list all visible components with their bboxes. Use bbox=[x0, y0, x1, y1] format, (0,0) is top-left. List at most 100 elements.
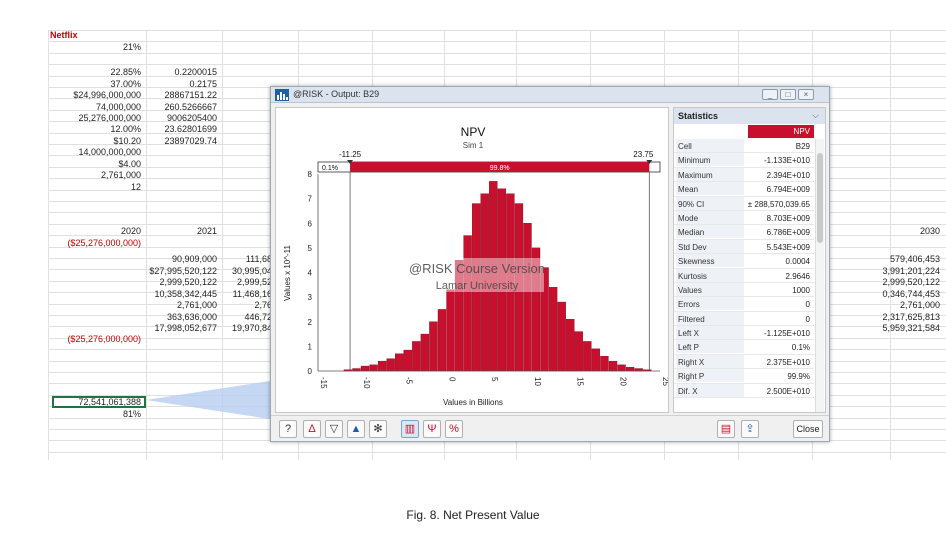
title-bar[interactable]: @RISK - Output: B29 _ □ × bbox=[271, 87, 829, 103]
cell-b[interactable]: 90,909,000 bbox=[171, 254, 217, 264]
help-icon[interactable]: ? bbox=[279, 420, 297, 438]
cell-c[interactable]: 19,970,84 bbox=[231, 323, 272, 333]
cell-year[interactable]: 2030 bbox=[919, 226, 940, 236]
probability-cell[interactable]: 81% bbox=[122, 409, 141, 419]
cell-last[interactable]: 579,406,453 bbox=[889, 254, 940, 264]
cell-last[interactable]: 3,991,201,224 bbox=[882, 266, 940, 276]
histogram-bar bbox=[566, 319, 575, 372]
netflix-label: Netflix bbox=[50, 30, 78, 40]
window-close-button[interactable]: × bbox=[798, 89, 814, 100]
histogram-bar bbox=[600, 356, 609, 372]
cell-a[interactable]: $24,996,000,000 bbox=[73, 90, 141, 100]
marker-left-label: -11.25 bbox=[339, 150, 362, 159]
cell-b[interactable]: 0.2200015 bbox=[174, 67, 217, 77]
cell-a[interactable]: 14,000,000,000 bbox=[78, 147, 141, 157]
report-icon[interactable]: ▤ bbox=[717, 420, 735, 438]
stats-scrollbar[interactable] bbox=[815, 139, 824, 412]
export-icon[interactable]: ⇪ bbox=[741, 420, 759, 438]
cell-c[interactable]: 2,76 bbox=[254, 300, 272, 310]
histogram-bar bbox=[608, 360, 618, 372]
cell-year[interactable]: 2020 bbox=[120, 226, 141, 236]
cell-b[interactable]: 0.2175 bbox=[189, 79, 217, 89]
histogram-icon[interactable]: ▥ bbox=[401, 420, 419, 438]
stats-value: 2.500E+010 bbox=[766, 386, 810, 396]
cell-c[interactable]: 446,72 bbox=[244, 312, 272, 322]
y-tick-label: 8 bbox=[308, 170, 313, 179]
cell-b[interactable]: 260.5266667 bbox=[164, 102, 217, 112]
histogram-bar bbox=[583, 341, 592, 372]
cell-b[interactable]: $27,995,520,122 bbox=[149, 266, 217, 276]
cell-b[interactable]: 2,761,000 bbox=[176, 300, 217, 310]
cell-a[interactable]: 74,000,000 bbox=[95, 102, 141, 112]
stats-label: Left X bbox=[676, 326, 744, 340]
stats-value: 99.9% bbox=[787, 372, 810, 382]
statistics-header[interactable]: Statistics ⌵ bbox=[674, 108, 825, 124]
cell-b[interactable]: 28867151.22 bbox=[164, 90, 217, 100]
stats-label: Cell bbox=[676, 139, 744, 152]
distribution-icon[interactable]: Δ bbox=[303, 420, 321, 438]
cell-b[interactable]: 9006205400 bbox=[166, 113, 217, 123]
cell-last[interactable]: 5,959,321,584 bbox=[882, 323, 940, 333]
cell-a[interactable]: 22.85% bbox=[110, 67, 141, 77]
cell-last[interactable]: 2,317,625,813 bbox=[882, 312, 940, 322]
cell-a[interactable]: 12 bbox=[130, 182, 141, 192]
x-tick-label: -10 bbox=[362, 377, 371, 389]
cell-c[interactable]: 11,468,16 bbox=[232, 289, 272, 299]
stats-row: Minimum -1.133E+010 bbox=[674, 153, 814, 168]
band-mid-pct: 99.8% bbox=[490, 165, 510, 172]
cell-last[interactable]: 2,999,520,122 bbox=[882, 277, 940, 287]
cell-a[interactable]: 2,761,000 bbox=[100, 170, 141, 180]
x-tick-label: -5 bbox=[405, 377, 414, 385]
x-tick-label: 25 bbox=[661, 377, 669, 386]
cell-negative[interactable]: ($25,276,000,000) bbox=[67, 334, 141, 344]
cell-b[interactable]: 17,998,052,677 bbox=[154, 323, 217, 333]
percent-icon[interactable]: % bbox=[445, 420, 463, 438]
histogram-bar bbox=[395, 353, 404, 372]
cell-b[interactable]: 2,999,520,122 bbox=[159, 277, 217, 287]
stats-row: Kurtosis 2.9646 bbox=[674, 268, 814, 283]
stats-row: Cell B29 bbox=[674, 139, 814, 154]
stats-value: 8.703E+009 bbox=[766, 213, 810, 223]
watermark-backdrop bbox=[394, 258, 544, 292]
y-tick-label: 0 bbox=[308, 367, 313, 376]
cell-a[interactable]: 21% bbox=[122, 42, 141, 52]
maximize-button[interactable]: □ bbox=[780, 89, 796, 100]
watermark-line1: @RISK Course Version bbox=[409, 261, 545, 276]
cell-c[interactable]: 2,999,52 bbox=[236, 277, 272, 287]
cell-b[interactable]: 23897029.74 bbox=[164, 136, 217, 146]
histogram-bar bbox=[437, 309, 447, 372]
cell-c[interactable]: 111,68 bbox=[245, 254, 272, 264]
cell-c[interactable]: 30,995,04 bbox=[231, 266, 272, 276]
y-tick-label: 3 bbox=[308, 293, 313, 302]
watermark-line2: Lamar University bbox=[436, 280, 519, 292]
filter-icon[interactable]: ▽ bbox=[325, 420, 343, 438]
cell-b[interactable]: 363,636,000 bbox=[166, 312, 217, 322]
triangle-chart-icon[interactable]: ▲ bbox=[347, 420, 365, 438]
selected-cell[interactable] bbox=[52, 396, 146, 408]
cell-last[interactable]: 2,761,000 bbox=[899, 300, 940, 310]
cell-a[interactable]: 37.00% bbox=[110, 79, 141, 89]
risk-output-window[interactable]: @RISK - Output: B29 _ □ × NPV Sim 1 0.1% 99… bbox=[270, 86, 830, 442]
histogram-bar bbox=[557, 301, 566, 372]
stats-row: Right P 99.9% bbox=[674, 369, 814, 384]
chevron-down-icon[interactable]: ⌵ bbox=[812, 110, 819, 120]
figure-caption: Fig. 8. Net Present Value bbox=[406, 508, 540, 522]
cell-b[interactable]: 23.62801699 bbox=[164, 124, 217, 134]
cell-b[interactable]: 10,358,342,445 bbox=[154, 289, 217, 299]
scrollbar-thumb[interactable] bbox=[817, 153, 823, 243]
cell-a[interactable]: $4.00 bbox=[118, 159, 141, 169]
cell-a[interactable]: $10.20 bbox=[113, 136, 141, 146]
npv-value-cell[interactable]: 72,541,061,388 bbox=[78, 397, 141, 407]
cell-a[interactable]: 12.00% bbox=[110, 124, 141, 134]
tornado-icon[interactable]: Ψ bbox=[423, 420, 441, 438]
cell-a[interactable]: 25,276,000,000 bbox=[78, 113, 141, 123]
stats-value: -1.133E+010 bbox=[763, 156, 810, 166]
cell-last[interactable]: 0,346,744,453 bbox=[882, 289, 940, 299]
minimize-button[interactable]: _ bbox=[762, 89, 778, 100]
cell-negative[interactable]: ($25,276,000,000) bbox=[67, 238, 141, 248]
settings-icon[interactable]: ✻ bbox=[369, 420, 387, 438]
stats-value: ± 288,570,039.65 bbox=[747, 199, 810, 209]
statistics-panel: Statistics ⌵ NPV Cell B29 Minimum -1.133E+0… bbox=[673, 107, 826, 413]
close-button[interactable]: Close bbox=[793, 420, 823, 438]
cell-year[interactable]: 2021 bbox=[196, 226, 217, 236]
